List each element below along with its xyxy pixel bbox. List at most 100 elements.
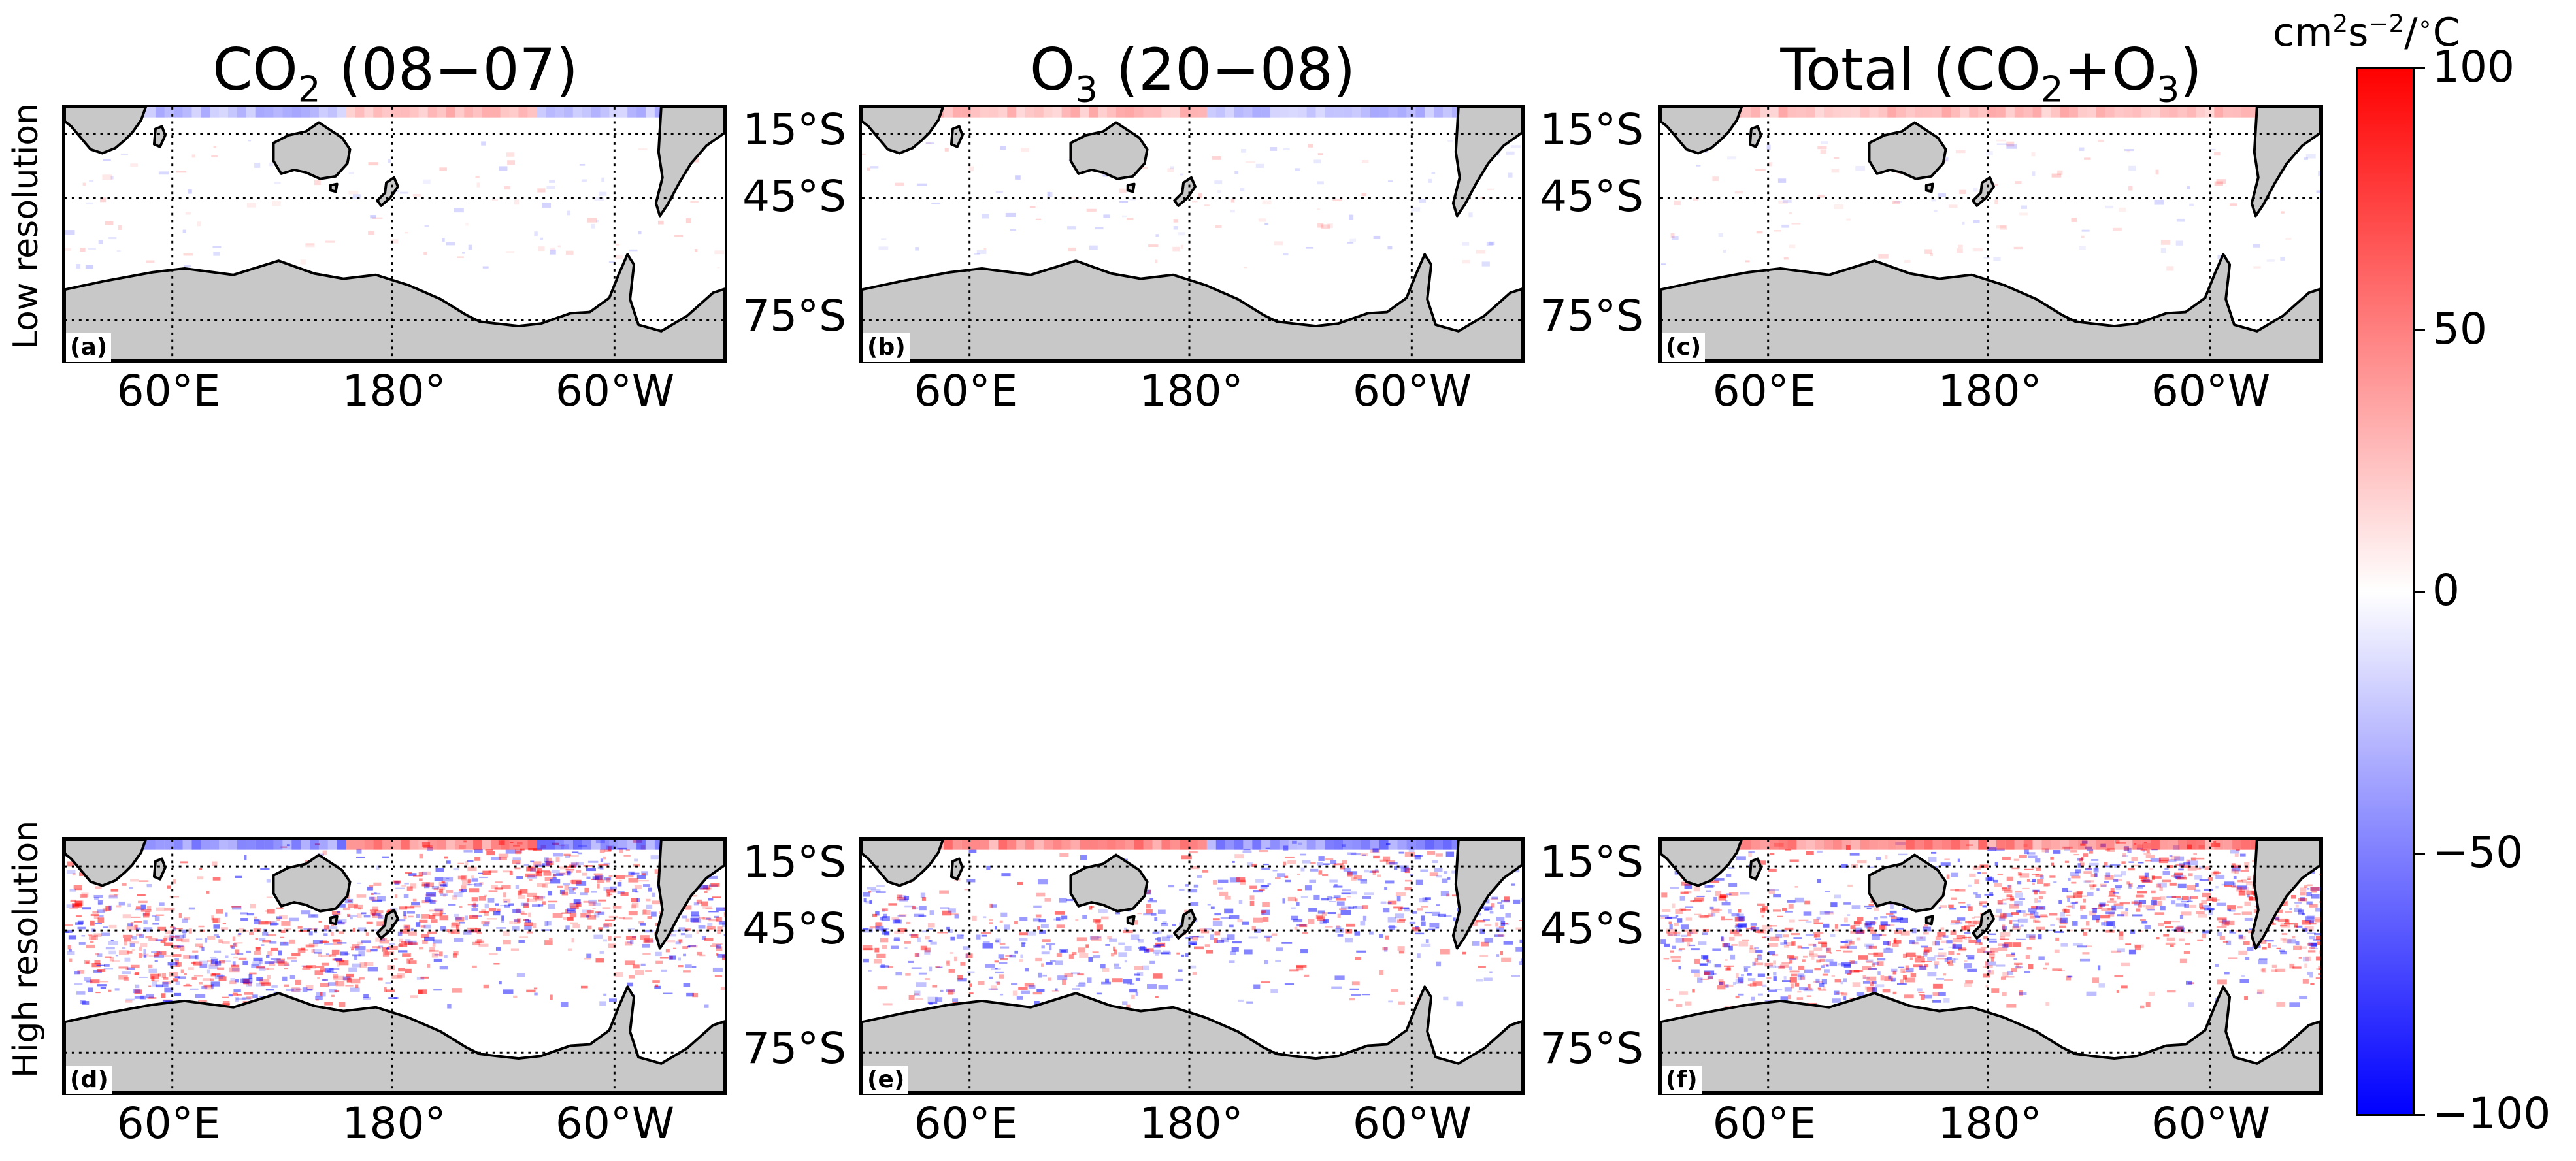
positive-anomaly-mark (608, 936, 612, 941)
positive-anomaly-mark (1676, 1004, 1683, 1007)
positive-anomaly-mark (496, 908, 501, 912)
positive-anomaly-mark (1504, 896, 1510, 902)
negative-anomaly-mark (2171, 900, 2176, 905)
negative-anomaly-mark (876, 891, 886, 894)
edge-band-cell (201, 107, 210, 118)
positive-anomaly-mark (295, 979, 301, 985)
positive-anomaly-mark (2010, 898, 2015, 901)
australia-land (272, 121, 352, 180)
positive-anomaly-mark (625, 874, 634, 878)
negative-anomaly-mark (867, 887, 876, 890)
positive-anomaly-mark (597, 879, 604, 883)
negative-anomaly-mark (274, 182, 281, 184)
negative-anomaly-mark (1824, 969, 1830, 973)
positive-anomaly-mark (1791, 223, 1801, 225)
edge-band-cell (155, 840, 165, 850)
positive-anomaly-mark (1857, 860, 1867, 864)
edge-band-cell (645, 840, 655, 850)
positive-anomaly-mark (557, 885, 563, 888)
edge-band-cell (1080, 107, 1089, 118)
edge-band-cell (382, 840, 392, 850)
negative-anomaly-mark (135, 984, 140, 989)
negative-anomaly-mark (995, 981, 1000, 984)
negative-anomaly-mark (1746, 973, 1752, 976)
positive-anomaly-mark (1813, 918, 1819, 923)
positive-anomaly-mark (882, 945, 887, 949)
positive-anomaly-mark (337, 962, 340, 967)
negative-anomaly-mark (1964, 963, 1972, 968)
positive-anomaly-mark (2159, 887, 2163, 891)
negative-anomaly-mark (468, 244, 472, 250)
positive-anomaly-mark (2092, 884, 2097, 887)
positive-anomaly-mark (2013, 858, 2020, 861)
negative-anomaly-mark (1152, 931, 1159, 934)
negative-anomaly-mark (2077, 857, 2083, 861)
positive-anomaly-mark (478, 896, 486, 901)
negative-anomaly-mark (1675, 915, 1679, 917)
positive-anomaly-mark (935, 966, 940, 968)
negative-anomaly-mark (880, 917, 883, 921)
positive-anomaly-mark (1840, 946, 1849, 949)
negative-anomaly-mark (143, 920, 148, 924)
negative-anomaly-mark (134, 996, 144, 999)
negative-anomaly-mark (2045, 848, 2049, 853)
negative-anomaly-mark (1425, 897, 1431, 900)
negative-anomaly-mark (173, 926, 176, 931)
positive-anomaly-mark (1476, 250, 1486, 254)
negative-anomaly-mark (1712, 948, 1721, 951)
negative-anomaly-mark (1118, 952, 1127, 957)
positive-anomaly-mark (2280, 938, 2287, 941)
negative-anomaly-mark (1389, 862, 1398, 865)
positive-anomaly-mark (494, 887, 503, 890)
negative-anomaly-mark (2302, 913, 2305, 916)
positive-anomaly-mark (626, 936, 636, 940)
edge-band-cell (1034, 107, 1044, 118)
positive-anomaly-mark (322, 940, 327, 943)
positive-anomaly-mark (217, 967, 224, 970)
positive-anomaly-mark (1822, 986, 1826, 990)
northern-edge-band (65, 840, 725, 850)
negative-anomaly-mark (2179, 915, 2183, 919)
negative-anomaly-mark (1864, 943, 1874, 947)
negative-anomaly-mark (603, 887, 613, 891)
negative-anomaly-mark (2304, 157, 2308, 161)
africa-land (65, 840, 148, 887)
negative-anomaly-mark (474, 883, 482, 887)
edge-band-cell (291, 840, 301, 850)
positive-anomaly-mark (2131, 901, 2138, 905)
negative-anomaly-mark (593, 934, 603, 939)
negative-anomaly-mark (2194, 889, 2201, 892)
negative-anomaly-mark (1773, 972, 1777, 976)
negative-anomaly-mark (340, 951, 348, 956)
positive-anomaly-mark (93, 914, 99, 919)
edge-band-cell (264, 840, 274, 850)
negative-anomaly-mark (152, 923, 159, 925)
negative-anomaly-mark (2305, 154, 2316, 159)
edge-band-cell (1742, 107, 1751, 118)
negative-anomaly-mark (1270, 147, 1278, 151)
positive-anomaly-mark (130, 163, 139, 167)
negative-anomaly-mark (2101, 922, 2105, 926)
edge-band-cell (1841, 840, 1851, 850)
positive-anomaly-mark (565, 250, 574, 255)
positive-anomaly-mark (580, 913, 591, 917)
positive-anomaly-mark (968, 992, 974, 994)
positive-anomaly-mark (1307, 144, 1313, 148)
positive-anomaly-mark (2041, 848, 2049, 853)
positive-anomaly-mark (2206, 897, 2213, 902)
positive-anomaly-mark (1347, 872, 1353, 877)
positive-anomaly-mark (569, 913, 577, 918)
positive-anomaly-mark (369, 885, 374, 888)
positive-anomaly-mark (476, 932, 482, 934)
negative-anomaly-mark (1395, 913, 1404, 919)
positive-anomaly-mark (880, 938, 889, 943)
positive-anomaly-mark (484, 911, 489, 916)
negative-anomaly-mark (315, 996, 323, 1000)
positive-anomaly-mark (2071, 875, 2081, 879)
positive-anomaly-mark (2154, 912, 2165, 915)
negative-anomaly-mark (1880, 921, 1888, 926)
positive-anomaly-mark (2086, 921, 2090, 926)
antarctica-land (862, 985, 1522, 1092)
positive-anomaly-mark (708, 919, 719, 922)
negative-anomaly-mark (408, 940, 417, 945)
